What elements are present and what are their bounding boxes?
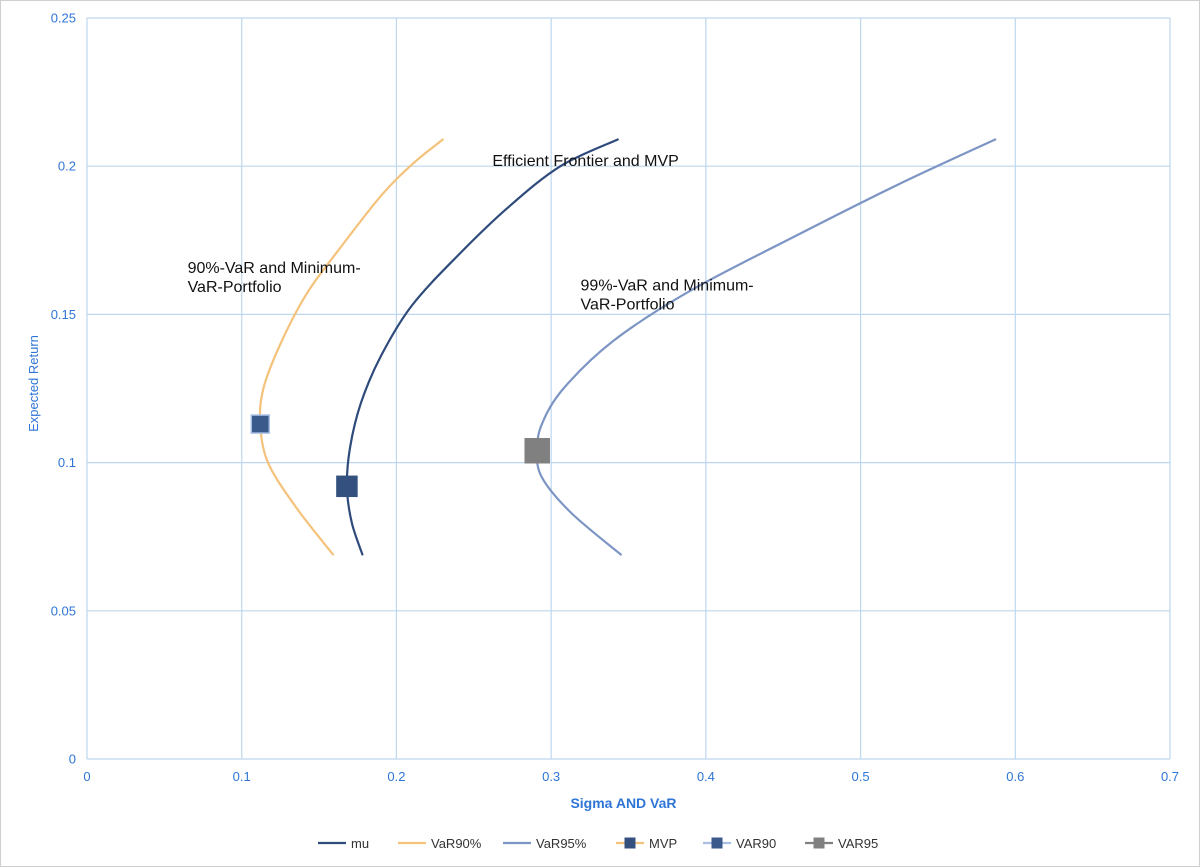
y-tick-label: 0 [69, 752, 76, 767]
y-tick-label: 0.1 [58, 455, 76, 470]
legend: mu VaR90% VaR95% MVP VAR90 VAR95 [318, 836, 878, 851]
mu-curve [345, 138, 619, 556]
var95-curve [536, 138, 997, 556]
annotation-layer: Efficient Frontier and MVP 90%-VaR and Mi… [188, 153, 754, 313]
legend-swatch-marker [624, 837, 636, 849]
x-tick-label: 0.2 [387, 769, 405, 784]
var90-marker [250, 414, 271, 434]
y-axis-title: Expected Return [26, 335, 41, 432]
legend-item: VAR95 [805, 836, 878, 851]
marker-layer [250, 414, 550, 498]
legend-item: VaR90% [398, 836, 482, 851]
annotation-line: VaR-Portfolio [188, 279, 282, 296]
legend-item: mu [318, 836, 369, 851]
x-tick-label: 0.3 [542, 769, 560, 784]
legend-label: VaR95% [536, 836, 587, 851]
x-tick-label: 0 [83, 769, 90, 784]
annotation-1: Efficient Frontier and MVP [492, 153, 678, 170]
annotation-line: 99%-VaR and Minimum- [581, 278, 754, 295]
x-tick-label: 0.1 [233, 769, 251, 784]
legend-label: VAR90 [736, 836, 776, 851]
legend-item: VaR95% [503, 836, 587, 851]
x-tick-label: 0.5 [852, 769, 870, 784]
legend-label: VAR95 [838, 836, 878, 851]
legend-swatch-marker [711, 837, 723, 849]
mvp-marker [336, 475, 358, 498]
y-tick-label: 0.15 [51, 307, 76, 322]
annotation-line: Efficient Frontier and MVP [492, 153, 678, 170]
annotation-2: 90%-VaR and Minimum- VaR-Portfolio [188, 260, 361, 296]
annotation-line: VaR-Portfolio [581, 297, 675, 314]
legend-swatch-marker [813, 837, 825, 849]
axes: 0 0.1 0.2 0.3 0.4 0.5 0.6 0.7 0 0.05 0.1 0.15 0.2 0.2… [26, 11, 1179, 812]
y-tick-label: 0.05 [51, 603, 76, 618]
annotation-line: 90%-VaR and Minimum- [188, 260, 361, 277]
x-tick-label: 0.4 [697, 769, 715, 784]
legend-label: mu [351, 836, 369, 851]
var95-marker [524, 437, 550, 464]
x-axis-title: Sigma AND VaR [570, 795, 676, 811]
legend-item: VAR90 [703, 836, 776, 851]
y-tick-label: 0.2 [58, 159, 76, 174]
y-tick-label: 0.25 [51, 11, 76, 26]
x-tick-label: 0.6 [1006, 769, 1024, 784]
legend-label: MVP [649, 836, 677, 851]
series-layer [258, 138, 997, 556]
annotation-3: 99%-VaR and Minimum- VaR-Portfolio [581, 278, 754, 314]
legend-label: VaR90% [431, 836, 482, 851]
var90-curve [258, 138, 444, 556]
legend-item: MVP [616, 836, 677, 851]
x-tick-label: 0.7 [1161, 769, 1179, 784]
gridlines [86, 17, 1171, 760]
